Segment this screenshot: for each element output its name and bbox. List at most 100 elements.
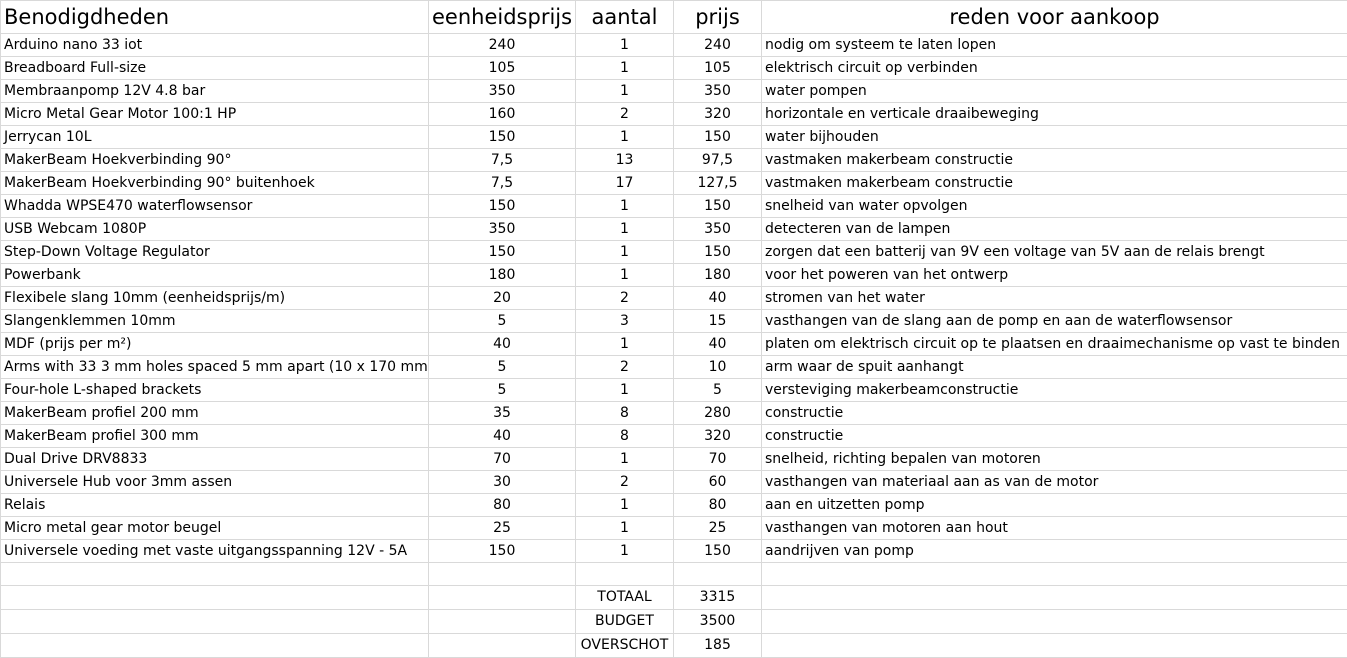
surplus-label[interactable]: OVERSCHOT	[576, 634, 674, 658]
cell-reason[interactable]: water bijhouden	[762, 126, 1347, 149]
cell-unit-price[interactable]: 240	[429, 34, 576, 57]
cell-reason[interactable]: vastmaken makerbeam constructie	[762, 172, 1347, 195]
cell-reason[interactable]: aandrijven van pomp	[762, 540, 1347, 563]
cell-item-name[interactable]: Micro Metal Gear Motor 100:1 HP	[1, 103, 429, 126]
cell-item-name[interactable]: MakerBeam Hoekverbinding 90°	[1, 149, 429, 172]
cell-reason[interactable]: constructie	[762, 425, 1347, 448]
cell-price[interactable]: 40	[674, 287, 762, 310]
cell-reason[interactable]: water pompen	[762, 80, 1347, 103]
empty-cell[interactable]	[762, 586, 1347, 610]
cell-unit-price[interactable]: 150	[429, 540, 576, 563]
cell-quantity[interactable]: 1	[576, 540, 674, 563]
cell-item-name[interactable]: Whadda WPSE470 waterflowsensor	[1, 195, 429, 218]
cell-item-name[interactable]: Jerrycan 10L	[1, 126, 429, 149]
cell-price[interactable]: 70	[674, 448, 762, 471]
cell-reason[interactable]: snelheid van water opvolgen	[762, 195, 1347, 218]
cell-price[interactable]: 25	[674, 517, 762, 540]
cell-item-name[interactable]: USB Webcam 1080P	[1, 218, 429, 241]
empty-cell[interactable]	[429, 586, 576, 610]
cell-item-name[interactable]: Four-hole L-shaped brackets	[1, 379, 429, 402]
cell-price[interactable]: 280	[674, 402, 762, 425]
cell-reason[interactable]: nodig om systeem te laten lopen	[762, 34, 1347, 57]
empty-cell[interactable]	[429, 634, 576, 658]
empty-cell[interactable]	[1, 634, 429, 658]
surplus-value[interactable]: 185	[674, 634, 762, 658]
cell-item-name[interactable]: MakerBeam profiel 200 mm	[1, 402, 429, 425]
cell-unit-price[interactable]: 40	[429, 333, 576, 356]
cell-unit-price[interactable]: 5	[429, 379, 576, 402]
cell-reason[interactable]: detecteren van de lampen	[762, 218, 1347, 241]
cell-quantity[interactable]: 8	[576, 402, 674, 425]
cell-reason[interactable]: stromen van het water	[762, 287, 1347, 310]
cell-quantity[interactable]: 1	[576, 57, 674, 80]
cell-price[interactable]: 150	[674, 126, 762, 149]
total-value[interactable]: 3315	[674, 586, 762, 610]
cell-quantity[interactable]: 1	[576, 34, 674, 57]
cell-quantity[interactable]: 1	[576, 264, 674, 287]
cell-reason[interactable]: vasthangen van materiaal aan as van de m…	[762, 471, 1347, 494]
cell-reason[interactable]: voor het poweren van het ontwerp	[762, 264, 1347, 287]
cell-unit-price[interactable]: 105	[429, 57, 576, 80]
cell-price[interactable]: 240	[674, 34, 762, 57]
empty-cell[interactable]	[1, 586, 429, 610]
empty-cell[interactable]	[762, 610, 1347, 634]
cell-reason[interactable]: elektrisch circuit op verbinden	[762, 57, 1347, 80]
cell-unit-price[interactable]: 5	[429, 310, 576, 333]
cell-price[interactable]: 320	[674, 425, 762, 448]
empty-cell[interactable]	[762, 634, 1347, 658]
cell-quantity[interactable]: 1	[576, 448, 674, 471]
cell-reason[interactable]: zorgen dat een batterij van 9V een volta…	[762, 241, 1347, 264]
cell-item-name[interactable]: MakerBeam Hoekverbinding 90° buitenhoek	[1, 172, 429, 195]
empty-cell[interactable]	[429, 563, 576, 586]
header-prijs[interactable]: prijs	[674, 1, 762, 34]
cell-unit-price[interactable]: 7,5	[429, 172, 576, 195]
cell-item-name[interactable]: Dual Drive DRV8833	[1, 448, 429, 471]
cell-unit-price[interactable]: 350	[429, 80, 576, 103]
cell-reason[interactable]: snelheid, richting bepalen van motoren	[762, 448, 1347, 471]
empty-cell[interactable]	[1, 563, 429, 586]
cell-unit-price[interactable]: 70	[429, 448, 576, 471]
cell-unit-price[interactable]: 25	[429, 517, 576, 540]
empty-cell[interactable]	[674, 563, 762, 586]
cell-quantity[interactable]: 1	[576, 126, 674, 149]
header-aantal[interactable]: aantal	[576, 1, 674, 34]
cell-quantity[interactable]: 1	[576, 195, 674, 218]
header-benodigdheden[interactable]: Benodigdheden	[1, 1, 429, 34]
cell-reason[interactable]: constructie	[762, 402, 1347, 425]
cell-reason[interactable]: vasthangen van motoren aan hout	[762, 517, 1347, 540]
cell-item-name[interactable]: Arduino nano 33 iot	[1, 34, 429, 57]
cell-quantity[interactable]: 17	[576, 172, 674, 195]
cell-quantity[interactable]: 1	[576, 333, 674, 356]
empty-cell[interactable]	[1, 610, 429, 634]
cell-quantity[interactable]: 8	[576, 425, 674, 448]
empty-cell[interactable]	[429, 610, 576, 634]
cell-reason[interactable]: versteviging makerbeamconstructie	[762, 379, 1347, 402]
cell-quantity[interactable]: 13	[576, 149, 674, 172]
cell-price[interactable]: 10	[674, 356, 762, 379]
cell-unit-price[interactable]: 150	[429, 126, 576, 149]
cell-price[interactable]: 150	[674, 195, 762, 218]
cell-item-name[interactable]: Breadboard Full-size	[1, 57, 429, 80]
cell-item-name[interactable]: Relais	[1, 494, 429, 517]
cell-quantity[interactable]: 2	[576, 356, 674, 379]
cell-quantity[interactable]: 1	[576, 80, 674, 103]
cell-item-name[interactable]: Flexibele slang 10mm (eenheidsprijs/m)	[1, 287, 429, 310]
cell-item-name[interactable]: Arms with 33 3 mm holes spaced 5 mm apar…	[1, 356, 429, 379]
cell-unit-price[interactable]: 20	[429, 287, 576, 310]
cell-item-name[interactable]: Universele Hub voor 3mm assen	[1, 471, 429, 494]
cell-item-name[interactable]: Powerbank	[1, 264, 429, 287]
budget-label[interactable]: BUDGET	[576, 610, 674, 634]
empty-cell[interactable]	[576, 563, 674, 586]
cell-unit-price[interactable]: 150	[429, 241, 576, 264]
cell-item-name[interactable]: MDF (prijs per m²)	[1, 333, 429, 356]
empty-cell[interactable]	[762, 563, 1347, 586]
cell-reason[interactable]: vasthangen van de slang aan de pomp en a…	[762, 310, 1347, 333]
cell-price[interactable]: 40	[674, 333, 762, 356]
cell-item-name[interactable]: MakerBeam profiel 300 mm	[1, 425, 429, 448]
cell-reason[interactable]: aan en uitzetten pomp	[762, 494, 1347, 517]
cell-price[interactable]: 5	[674, 379, 762, 402]
cell-unit-price[interactable]: 350	[429, 218, 576, 241]
cell-quantity[interactable]: 2	[576, 471, 674, 494]
budget-value[interactable]: 3500	[674, 610, 762, 634]
header-reden[interactable]: reden voor aankoop	[762, 1, 1347, 34]
